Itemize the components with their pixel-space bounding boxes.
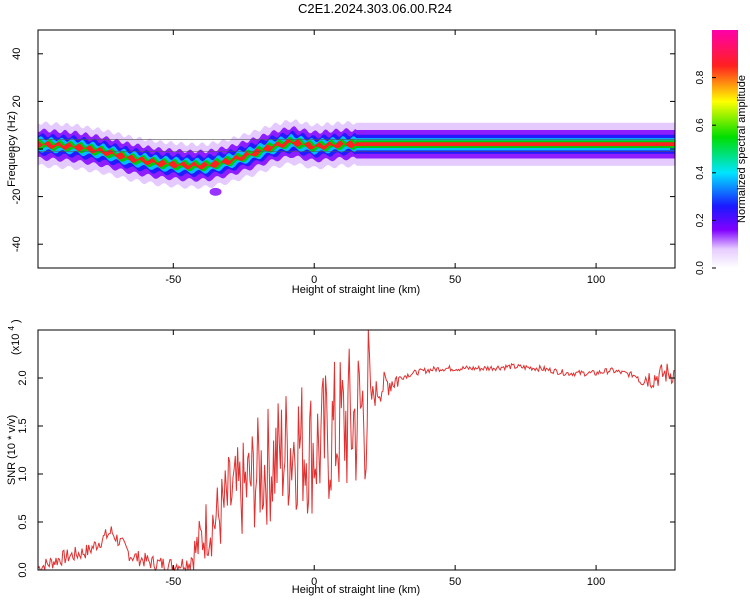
bottom-x-axis-label: Height of straight line (km) — [292, 584, 420, 596]
y-scale-suffix: ) — [10, 319, 22, 323]
bottom-y-tick-label: 1.5 — [17, 418, 29, 433]
colorbar-tick-label: 0.6 — [695, 118, 706, 132]
secondary-echo-blob — [209, 187, 222, 196]
top-y-tick-label: 0 — [11, 146, 23, 152]
bottom-y-axis-label: SNR (10 * v/v) — [6, 415, 18, 485]
top-y-ticks: -40 -20 0 20 40 — [11, 48, 675, 252]
top-y-tick-label: -40 — [11, 236, 23, 252]
top-y-tick-label: 40 — [11, 48, 23, 60]
colorbar-tick-label: 0.2 — [695, 213, 706, 227]
colorbar: 0.0 0.2 0.4 0.6 0.8 Normalized spectral ampl… — [695, 30, 748, 275]
bottom-panel: -50 0 50 100 0.0 0.5 1.0 1.5 2.0 Height of stra… — [5, 319, 676, 596]
colorbar-tick-label: 0.0 — [695, 261, 706, 275]
top-y-tick-label: -20 — [11, 189, 23, 205]
spectrogram-heatmap — [38, 119, 675, 196]
bottom-y-tick-label: 2.0 — [17, 370, 29, 385]
colorbar-ticks: 0.0 0.2 0.4 0.6 0.8 — [695, 70, 716, 275]
colorbar-label: Normalized spectral amplitude — [736, 75, 748, 223]
bottom-plot-frame — [37, 329, 676, 571]
top-x-ticks: -50 0 50 100 — [165, 30, 605, 286]
reference-lines — [38, 139, 675, 152]
top-x-tick-label: 100 — [587, 274, 605, 286]
top-x-tick-label: -50 — [165, 274, 181, 286]
y-scale-prefix: (x10 — [10, 334, 22, 355]
svg-text:(x10 4 ): (x10 4 ) — [5, 319, 22, 355]
y-scale-factor: (x10 4 ) — [5, 319, 22, 355]
top-x-tick-label: 0 — [311, 274, 317, 286]
bottom-y-tick-label: 1.0 — [17, 466, 29, 481]
bottom-x-ticks: -50 0 50 100 — [165, 330, 605, 588]
bottom-x-tick-label: 100 — [587, 576, 605, 588]
top-x-axis-label: Height of straight line (km) — [292, 284, 420, 296]
bottom-y-ticks: 0.0 0.5 1.0 1.5 2.0 — [17, 370, 675, 578]
y-scale-exponent: 4 — [7, 326, 16, 331]
bottom-y-tick-label: 0.5 — [17, 514, 29, 529]
bottom-y-tick-label: 0.0 — [17, 562, 29, 577]
snr-series-line — [37, 329, 675, 572]
colorbar-tick-label: 0.4 — [695, 165, 706, 179]
top-y-axis-label: Frequency (Hz) — [6, 111, 18, 187]
top-y-tick-label: 20 — [11, 95, 23, 107]
spectral-band — [38, 139, 675, 170]
colorbar-tick-label: 0.8 — [695, 70, 706, 84]
top-panel: -50 0 50 100 -40 -20 0 20 40 Height of straight… — [6, 29, 676, 296]
bottom-x-tick-label: 50 — [449, 576, 461, 588]
figure-title: C2E1.2024.303.06.00.R24 — [298, 1, 452, 16]
bottom-x-tick-label: -50 — [165, 576, 181, 588]
colorbar-gradient — [712, 30, 738, 268]
bottom-x-tick-label: 0 — [311, 576, 317, 588]
top-x-tick-label: 50 — [449, 274, 461, 286]
